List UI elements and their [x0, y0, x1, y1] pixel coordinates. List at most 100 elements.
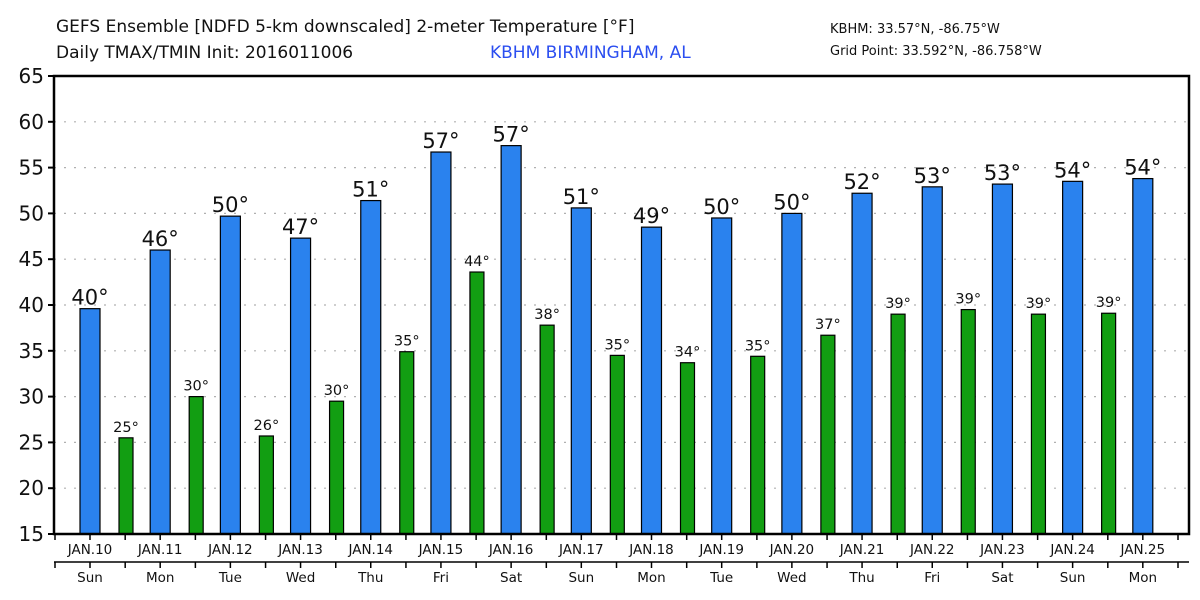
- tmin-label: 26°: [254, 418, 280, 434]
- tmin-label: 38°: [534, 307, 560, 323]
- tmin-bar: [679, 362, 696, 535]
- tmin-label: 30°: [324, 383, 350, 399]
- chart-title: GEFS Ensemble [NDFD 5-km downscaled] 2-m…: [56, 17, 635, 37]
- weekday-label: Mon: [146, 570, 174, 586]
- grid-point-coordinates: Grid Point: 33.592°N, -86.758°W: [830, 44, 1042, 59]
- station-name: KBHM BIRMINGHAM, AL: [490, 43, 691, 63]
- tmin-label: 35°: [745, 338, 771, 354]
- y-tick-label: 65: [19, 64, 44, 88]
- y-tick-label: 45: [19, 247, 44, 271]
- tmin-bar: [960, 308, 976, 535]
- y-tick-label: 30: [19, 385, 44, 409]
- tmax-label: 50°: [212, 193, 249, 217]
- tmin-bar: [890, 313, 906, 535]
- tmax-bar: [289, 237, 312, 535]
- tmin-bar: [539, 324, 555, 535]
- tmax-bar: [711, 217, 733, 535]
- tmin-bar: [609, 354, 625, 535]
- tmin-bar: [258, 435, 274, 535]
- tmin-bar: [469, 271, 485, 535]
- x-tick-label: JAN.23: [979, 542, 1025, 558]
- tmax-bar: [360, 199, 382, 535]
- tmin-bar: [1101, 312, 1117, 535]
- tmax-bar: [921, 186, 943, 535]
- x-tick-label: JAN.25: [1120, 542, 1166, 558]
- tmin-label: 25°: [113, 420, 139, 436]
- tmin-bar: [1030, 313, 1047, 535]
- y-tick-label: 55: [19, 156, 44, 180]
- tmin-label: 39°: [1026, 296, 1052, 312]
- x-tick-label: JAN.12: [207, 542, 253, 558]
- weekday-label: Thu: [848, 570, 874, 586]
- bars: [79, 145, 1154, 535]
- tmin-label: 44°: [464, 254, 490, 270]
- tmax-label: 57°: [493, 123, 530, 147]
- weekday-label: Wed: [286, 570, 315, 586]
- x-tick-label: JAN.24: [1049, 542, 1095, 558]
- tmax-label: 54°: [1124, 156, 1161, 180]
- weekday-label: Fri: [433, 570, 449, 586]
- tmax-label: 40°: [71, 286, 108, 310]
- weekday-label: Tue: [218, 570, 242, 586]
- tmax-label: 49°: [633, 204, 670, 228]
- x-tick-label: JAN.18: [628, 542, 674, 558]
- y-axis: 15 20 25 30 35 40 45 50 55 60 65: [19, 64, 54, 546]
- weekday-label: Tue: [709, 570, 733, 586]
- tmin-label: 37°: [815, 317, 841, 333]
- tmax-bar: [781, 212, 803, 535]
- tmax-bar: [851, 192, 873, 535]
- tmin-bar: [399, 351, 415, 535]
- tmax-bar: [500, 145, 522, 535]
- tmax-bar: [1062, 180, 1084, 535]
- weekday-label: Sun: [77, 570, 103, 586]
- weekday-label: Mon: [637, 570, 665, 586]
- x-tick-label: JAN.17: [558, 542, 604, 558]
- tmax-label: 50°: [703, 195, 740, 219]
- tmax-label: 50°: [773, 190, 810, 214]
- weekday-label: Wed: [777, 570, 806, 586]
- bar-labels: 40° 25° 46° 30° 50° 26° 47° 30° 51° 35° 57° 44° 57° 3…: [71, 123, 1161, 436]
- tmax-label: 52°: [843, 170, 880, 194]
- y-tick-label: 25: [19, 430, 44, 454]
- tmax-label: 57°: [422, 129, 459, 153]
- y-tick-label: 20: [19, 476, 44, 500]
- tmax-bar: [991, 183, 1014, 535]
- x-tick-label: JAN.11: [137, 542, 183, 558]
- tmax-bar: [219, 215, 241, 535]
- tmax-bar: [1132, 177, 1154, 535]
- y-tick-label: 15: [19, 522, 44, 546]
- y-tick-label: 60: [19, 110, 44, 134]
- tmin-label: 35°: [604, 337, 630, 353]
- tmin-label: 39°: [1096, 295, 1122, 311]
- tmin-bar: [750, 355, 766, 535]
- weekday-label: Mon: [1129, 570, 1157, 586]
- y-tick-label: 40: [19, 293, 44, 317]
- weekday-label: Thu: [357, 570, 383, 586]
- weekday-label: Sat: [500, 570, 522, 586]
- tmax-bar: [640, 226, 663, 535]
- chart-subtitle: Daily TMAX/TMIN Init: 2016011006: [56, 43, 354, 63]
- tmin-bar: [118, 437, 134, 535]
- tmax-label: 47°: [282, 215, 319, 239]
- x-tick-label: JAN.10: [67, 542, 113, 558]
- x-tick-label: JAN.22: [909, 542, 955, 558]
- y-tick-label: 50: [19, 201, 44, 225]
- tmax-label: 53°: [914, 164, 951, 188]
- tmin-label: 30°: [183, 379, 209, 395]
- tmin-label: 34°: [675, 345, 701, 361]
- y-tick-label: 35: [19, 339, 44, 363]
- weekday-label: Sat: [991, 570, 1013, 586]
- tmin-bar: [820, 334, 836, 535]
- tmax-label: 46°: [142, 227, 179, 251]
- x-tick-label: JAN.21: [839, 542, 885, 558]
- tmax-label: 54°: [1054, 158, 1091, 182]
- x-tick-label: JAN.19: [698, 542, 744, 558]
- tmax-label: 51°: [563, 185, 600, 209]
- x-tick-label: JAN.20: [769, 542, 815, 558]
- weekday-label: Sun: [1060, 570, 1086, 586]
- x-tick-label: JAN.14: [347, 542, 393, 558]
- tmin-bar: [188, 396, 204, 535]
- tmin-label: 35°: [394, 334, 420, 350]
- tmax-label: 51°: [352, 178, 389, 202]
